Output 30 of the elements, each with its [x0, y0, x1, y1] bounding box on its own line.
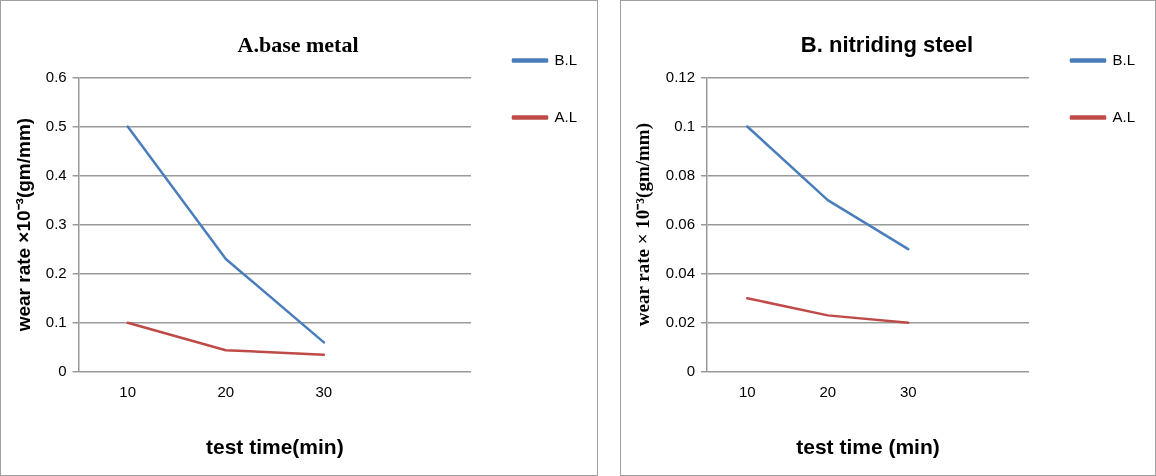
y-tick-label: 0.6 [45, 67, 67, 85]
legend-label: A.L [1112, 107, 1135, 125]
y-tick-label: 0.1 [45, 312, 67, 330]
y-tick-label: 0.5 [45, 116, 67, 134]
x-tick-label: 10 [119, 382, 137, 400]
x-tick-label: 30 [315, 382, 333, 400]
x-tick-label: 20 [217, 382, 235, 400]
chart-title: B. nitriding steel [800, 32, 974, 58]
legend-label: A.L [554, 107, 577, 125]
y-tick-label: 0.1 [674, 116, 695, 134]
y-tick-label: 0.12 [665, 67, 695, 85]
y-tick-label: 0 [58, 361, 67, 379]
x-tick-label: 20 [819, 382, 837, 400]
x-axis-title: test time (min) [796, 435, 940, 459]
y-tick-label: 0.04 [665, 263, 695, 281]
y-tick-label: 0.4 [45, 165, 67, 183]
legend-label: B.L [554, 50, 577, 68]
x-tick-label: 30 [899, 382, 917, 400]
y-tick-label: 0.06 [665, 214, 695, 232]
y-axis-title: wear rate ×10⁻³(gm/mm) [12, 117, 34, 333]
chart-title: A.base metal [237, 31, 359, 57]
y-tick-label: 0 [686, 361, 695, 379]
y-tick-label: 0.2 [45, 263, 67, 281]
y-axis-title: wear rate × 10⁻³(gm/mm) [632, 123, 655, 327]
x-axis-title: test time(min) [205, 435, 344, 459]
y-tick-label: 0.02 [665, 312, 695, 330]
legend-label: B.L [1112, 50, 1135, 68]
y-tick-label: 0.08 [665, 165, 695, 183]
y-tick-label: 0.3 [45, 214, 67, 232]
x-tick-label: 10 [738, 382, 756, 400]
